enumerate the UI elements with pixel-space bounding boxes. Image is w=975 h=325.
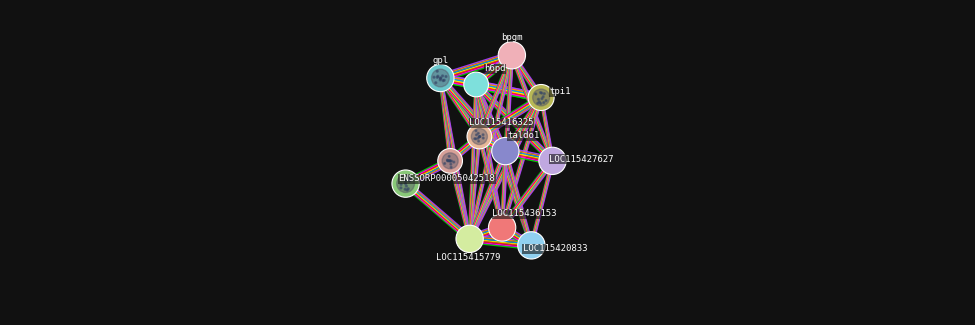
Circle shape xyxy=(483,137,485,139)
Circle shape xyxy=(438,149,462,173)
Circle shape xyxy=(405,188,406,190)
Text: LOC115427627: LOC115427627 xyxy=(550,155,614,164)
Circle shape xyxy=(432,69,449,87)
Circle shape xyxy=(535,93,536,95)
Circle shape xyxy=(479,136,481,137)
Circle shape xyxy=(443,80,444,82)
Circle shape xyxy=(449,163,451,165)
Circle shape xyxy=(498,42,526,69)
Circle shape xyxy=(474,138,476,139)
Circle shape xyxy=(545,100,547,101)
Circle shape xyxy=(537,102,538,104)
Circle shape xyxy=(532,89,550,106)
Text: ENSSORP00005042518: ENSSORP00005042518 xyxy=(399,174,495,183)
Circle shape xyxy=(449,160,451,162)
Circle shape xyxy=(475,130,477,132)
Circle shape xyxy=(476,134,478,136)
Circle shape xyxy=(445,76,447,77)
Text: gpl: gpl xyxy=(432,56,448,65)
Circle shape xyxy=(392,170,419,197)
Circle shape xyxy=(448,160,450,162)
Text: bpgm: bpgm xyxy=(501,32,523,42)
Circle shape xyxy=(483,134,484,136)
Circle shape xyxy=(409,179,410,181)
Circle shape xyxy=(479,136,480,137)
Circle shape xyxy=(543,93,545,95)
Circle shape xyxy=(528,84,554,110)
Circle shape xyxy=(479,136,481,137)
Circle shape xyxy=(406,185,408,187)
Circle shape xyxy=(456,225,484,253)
Circle shape xyxy=(542,96,544,98)
Circle shape xyxy=(541,98,543,99)
Circle shape xyxy=(540,103,541,104)
Circle shape xyxy=(405,183,407,185)
Circle shape xyxy=(442,153,458,169)
Circle shape xyxy=(447,160,448,162)
Circle shape xyxy=(440,79,442,81)
Text: LOC115416325: LOC115416325 xyxy=(469,118,533,127)
Circle shape xyxy=(488,214,516,241)
Text: LOC115415779: LOC115415779 xyxy=(436,253,500,262)
Circle shape xyxy=(478,133,479,134)
Circle shape xyxy=(453,161,454,163)
Circle shape xyxy=(440,77,442,79)
Circle shape xyxy=(543,102,545,104)
Circle shape xyxy=(407,189,409,191)
Circle shape xyxy=(464,72,488,97)
Circle shape xyxy=(435,82,437,84)
Circle shape xyxy=(475,138,477,140)
Circle shape xyxy=(448,160,450,162)
Circle shape xyxy=(444,79,446,81)
Circle shape xyxy=(408,177,410,179)
Text: LOC115420833: LOC115420833 xyxy=(523,244,587,253)
Circle shape xyxy=(397,175,414,192)
Circle shape xyxy=(437,75,439,77)
Circle shape xyxy=(491,137,519,165)
Circle shape xyxy=(450,166,452,168)
Circle shape xyxy=(537,98,539,100)
Circle shape xyxy=(442,75,444,77)
Text: taldo1: taldo1 xyxy=(507,131,539,140)
Circle shape xyxy=(541,92,543,94)
Circle shape xyxy=(409,180,410,182)
Circle shape xyxy=(405,180,407,182)
Text: tpi1: tpi1 xyxy=(549,87,570,96)
Text: h6pd: h6pd xyxy=(485,64,506,73)
Circle shape xyxy=(433,76,435,78)
Circle shape xyxy=(467,124,491,149)
Circle shape xyxy=(471,128,488,145)
Circle shape xyxy=(450,160,452,162)
Circle shape xyxy=(437,76,439,78)
Circle shape xyxy=(539,92,541,94)
Circle shape xyxy=(409,177,410,179)
Circle shape xyxy=(440,77,442,79)
Circle shape xyxy=(408,188,410,190)
Circle shape xyxy=(400,187,402,189)
Circle shape xyxy=(447,159,448,161)
Circle shape xyxy=(427,64,454,92)
Circle shape xyxy=(444,162,446,164)
Circle shape xyxy=(518,232,545,259)
Circle shape xyxy=(538,101,540,103)
Text: LOC115436153: LOC115436153 xyxy=(492,209,557,218)
Circle shape xyxy=(448,155,450,157)
Circle shape xyxy=(539,147,566,175)
Circle shape xyxy=(478,140,480,142)
Circle shape xyxy=(478,137,479,139)
Circle shape xyxy=(400,183,402,185)
Circle shape xyxy=(436,70,438,72)
Circle shape xyxy=(448,160,449,162)
